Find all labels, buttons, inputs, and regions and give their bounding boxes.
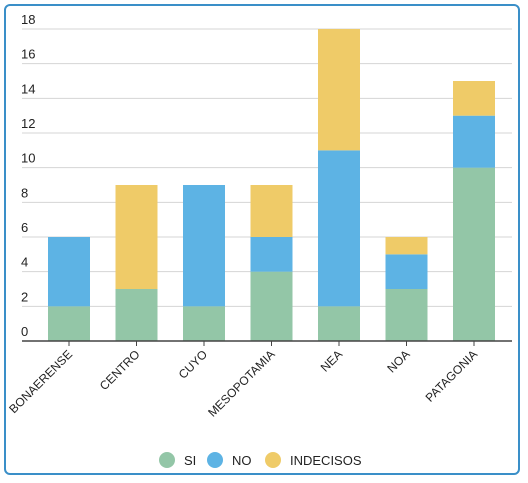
legend-swatch <box>207 452 223 468</box>
x-tick-label-centro: CENTRO <box>97 347 143 393</box>
bar-no-bonaerense <box>48 237 90 307</box>
y-tick-label: 0 <box>21 324 28 339</box>
x-tick-label-nea: NEA <box>318 347 345 374</box>
y-tick-label: 6 <box>21 220 28 235</box>
x-tick-label-noa: NOA <box>384 347 412 375</box>
y-tick-label: 16 <box>21 47 35 62</box>
x-tick-label-mesopotamia: MESOPOTAMIA <box>205 347 277 419</box>
y-tick-label: 14 <box>21 81 35 96</box>
legend-swatch <box>159 452 175 468</box>
bar-si-bonaerense <box>48 306 90 341</box>
legend-label: SI <box>184 453 196 468</box>
y-axis-ticks: 0 2 4 6 8 10 12 14 16 18 <box>21 12 35 339</box>
legend-item-si[interactable]: SI <box>159 452 196 468</box>
bar-no-patagonia <box>453 115 495 168</box>
bar-si-cuyo <box>183 306 225 341</box>
legend-item-no[interactable]: NO <box>207 452 252 468</box>
bar-indecisos-centro <box>115 185 158 289</box>
bar-indecisos-nea <box>318 29 360 151</box>
bar-no-noa <box>385 254 428 289</box>
x-tick-label-cuyo: CUYO <box>176 347 210 381</box>
y-tick-label: 4 <box>21 255 28 270</box>
bar-indecisos-mesopotamia <box>250 185 293 237</box>
bar-si-nea <box>318 306 360 341</box>
chart-frame <box>4 4 520 475</box>
y-tick-label: 2 <box>21 289 28 304</box>
bar-no-nea <box>318 150 360 307</box>
y-tick-label: 10 <box>21 151 35 166</box>
gridlines <box>22 28 512 307</box>
legend[interactable]: SI NO INDECISOS <box>159 452 362 468</box>
x-tick-label-patagonia: PATAGONIA <box>423 347 481 405</box>
bar-si-centro <box>115 289 158 341</box>
legend-swatch <box>265 452 281 468</box>
bar-si-mesopotamia <box>250 271 293 341</box>
bar-indecisos-noa <box>385 237 428 255</box>
x-tick-label-bonaerense: BONAERENSE <box>6 347 75 416</box>
bar-indecisos-patagonia <box>453 81 495 116</box>
legend-label: NO <box>232 453 252 468</box>
bar-si-patagonia <box>453 167 495 341</box>
bars <box>48 29 495 341</box>
legend-item-indecisos[interactable]: INDECISOS <box>265 452 362 468</box>
bar-si-noa <box>385 289 428 341</box>
bar-no-mesopotamia <box>250 237 293 272</box>
y-tick-label: 18 <box>21 12 35 27</box>
bar-no-cuyo <box>183 185 225 307</box>
legend-label: INDECISOS <box>290 453 362 468</box>
y-tick-label: 8 <box>21 185 28 200</box>
y-tick-label: 12 <box>21 116 35 131</box>
